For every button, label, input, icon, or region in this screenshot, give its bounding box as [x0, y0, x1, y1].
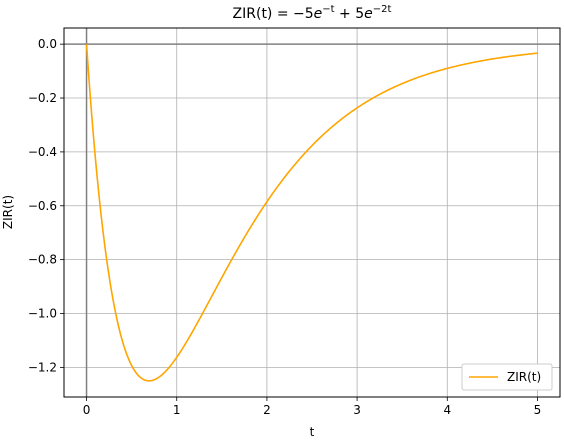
y-tick-label: −1.0	[28, 307, 57, 321]
series-group	[85, 44, 538, 382]
x-tick-label: 5	[534, 403, 542, 417]
x-tick-label: 1	[173, 403, 181, 417]
reference-lines	[64, 28, 560, 397]
x-tick-label: 0	[83, 403, 91, 417]
y-axis-label: ZIR(t)	[1, 195, 15, 229]
title-term1-coef: −5	[293, 6, 314, 22]
chart-title: ZIR(t) = −5e−t + 5e−2t	[233, 4, 392, 22]
legend-box	[461, 363, 553, 391]
y-tick-label: −0.2	[28, 91, 57, 105]
y-tick-label: −0.6	[28, 199, 57, 213]
legend: ZIR(t)	[461, 363, 553, 391]
x-tick-label: 4	[443, 403, 451, 417]
y-tick-label: −0.8	[28, 253, 57, 267]
x-tick-label: 2	[263, 403, 271, 417]
title-prefix: ZIR(t) =	[233, 6, 294, 22]
title-op: +	[335, 6, 356, 22]
title-term1-exp: −t	[322, 4, 334, 15]
x-axis-label: t	[310, 425, 315, 439]
legend-label: ZIR(t)	[507, 370, 541, 384]
y-tick-label: −0.4	[28, 145, 57, 159]
x-ticks: 0 1 2 3 4 5	[83, 397, 542, 417]
series-line-zir	[85, 44, 538, 382]
y-tick-label: −1.2	[28, 360, 57, 374]
y-tick-label: 0.0	[38, 37, 57, 51]
title-term2-base: e	[364, 6, 373, 22]
title-term2-exp: −2t	[373, 4, 392, 15]
title-term1-base: e	[314, 6, 323, 22]
y-ticks: 0.0 −0.2 −0.4 −0.6 −0.8 −1.0 −1.2	[28, 37, 64, 374]
grid	[64, 28, 560, 397]
plot-frame	[63, 27, 561, 398]
x-tick-label: 3	[353, 403, 361, 417]
title-term2-coef: 5	[355, 6, 364, 22]
